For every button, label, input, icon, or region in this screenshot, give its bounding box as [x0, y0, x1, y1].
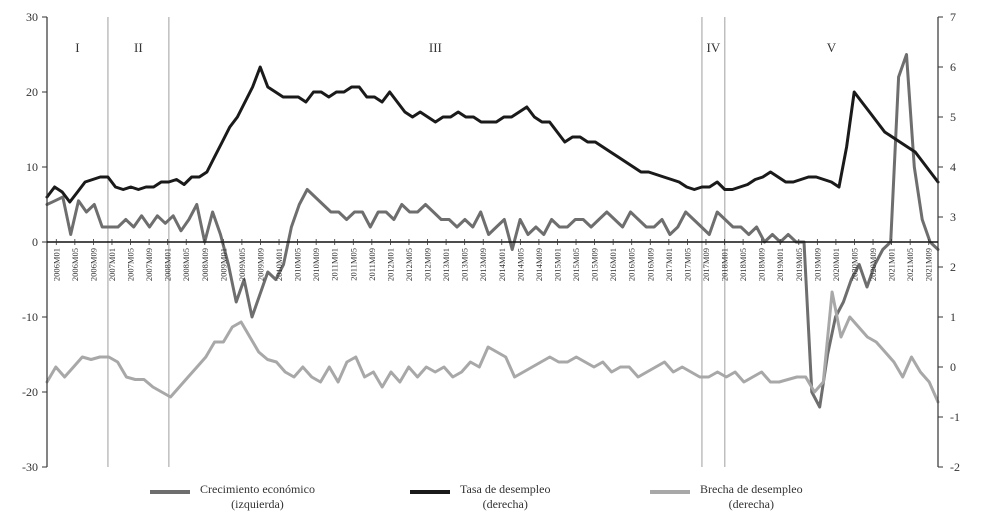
- y-right-tick-label: 7: [950, 10, 956, 24]
- legend-swatch-tasa: [410, 490, 450, 494]
- series-lines: [45, 53, 940, 409]
- x-tick-label: 2016M05: [627, 248, 637, 281]
- x-tick-label: 2017M05: [682, 248, 692, 281]
- legend-label-brecha: Brecha de desempleo: [700, 482, 803, 496]
- legend-sublabel-brecha: (derecha): [728, 497, 774, 511]
- y-left-tick-label: 10: [26, 160, 38, 174]
- y-right-tick-label: 0: [950, 360, 956, 374]
- x-tick-label: 2019M09: [812, 248, 822, 281]
- x-tick-label: 2013M05: [460, 248, 470, 281]
- legend-label-tasa: Tasa de desempleo: [460, 482, 551, 496]
- x-tick-label: 2007M05: [126, 248, 136, 281]
- x-tick-label: 2020M05: [849, 248, 859, 281]
- x-tick-label: 2006M05: [70, 248, 80, 281]
- x-tick-label: 2015M09: [590, 248, 600, 281]
- x-tick-label: 2021M05: [905, 248, 915, 281]
- period-label: IV: [706, 40, 720, 55]
- x-tick-label: 2009M01: [218, 248, 228, 281]
- x-tick-label: 2019M01: [775, 248, 785, 281]
- x-tick-label: 2020M01: [831, 248, 841, 281]
- x-tick-label: 2010M05: [293, 248, 303, 281]
- x-tick-label: 2018M09: [757, 248, 767, 281]
- y-right-tick-label: 2: [950, 260, 956, 274]
- x-tick-label: 2013M09: [478, 248, 488, 281]
- x-tick-label: 2008M09: [200, 248, 210, 281]
- y-right-tick-label: 5: [950, 110, 956, 124]
- x-tick-label: 2014M01: [497, 248, 507, 281]
- y-right-tick-label: -1: [950, 410, 960, 424]
- series-line-crecimiento: [45, 53, 940, 409]
- legend-label-crecimiento: Crecimiento económico: [200, 482, 315, 496]
- x-tick-label: 2009M09: [255, 248, 265, 281]
- y-left-tick-label: 0: [32, 235, 38, 249]
- x-tick-label: 2018M01: [720, 248, 730, 281]
- legend-sublabel-tasa: (derecha): [482, 497, 528, 511]
- period-label: III: [429, 40, 442, 55]
- legend-item-brecha: Brecha de desempleo (derecha): [650, 482, 803, 512]
- y-left-tick-label: -10: [22, 310, 38, 324]
- series-line-brecha: [45, 290, 940, 404]
- y-right-tick-label: 1: [950, 310, 956, 324]
- legend-item-tasa: Tasa de desempleo (derecha): [410, 482, 550, 512]
- x-tick-label: 2020M09: [868, 248, 878, 281]
- period-label: II: [134, 40, 143, 55]
- legend: Crecimiento económico (izquierda) Tasa d…: [150, 482, 950, 522]
- x-tick-label: 2011M09: [367, 248, 377, 281]
- x-tick-label: 2006M09: [88, 248, 98, 281]
- legend-swatch-brecha: [650, 490, 690, 494]
- legend-item-crecimiento: Crecimiento económico (izquierda): [150, 482, 315, 512]
- period-label: V: [827, 40, 837, 55]
- y-left-tick-label: 20: [26, 85, 38, 99]
- x-tick-label: 2010M01: [274, 248, 284, 281]
- y-right-tick-label: -2: [950, 460, 960, 474]
- y-right-tick-label: 3: [950, 210, 956, 224]
- x-tick-label: 2008M05: [181, 248, 191, 281]
- x-tick-label: 2012M09: [423, 248, 433, 281]
- x-tick-label: 2009M05: [237, 248, 247, 281]
- x-tick-label: 2017M01: [664, 248, 674, 281]
- x-tick-label: 2015M01: [552, 248, 562, 281]
- x-tick-label: 2007M01: [107, 248, 117, 281]
- x-tick-label: 2021M01: [887, 248, 897, 281]
- legend-sublabel-crecimiento: (izquierda): [231, 497, 284, 511]
- y-left-tick-label: -30: [22, 460, 38, 474]
- x-tick-label: 2007M09: [144, 248, 154, 281]
- x-tick-label: 2006M01: [51, 248, 61, 281]
- x-tick-label: 2011M01: [330, 248, 340, 281]
- x-tick-label: 2014M09: [534, 248, 544, 281]
- x-tick-label: 2012M05: [404, 248, 414, 281]
- y-left-tick-label: -20: [22, 385, 38, 399]
- x-tick-label: 2008M01: [163, 248, 173, 281]
- x-tick-label: 2021M09: [924, 248, 934, 281]
- x-tick-label: 2016M01: [608, 248, 618, 281]
- y-right-tick-label: 4: [950, 160, 956, 174]
- x-tick-label: 2018M05: [738, 248, 748, 281]
- x-tick-label: 2015M05: [571, 248, 581, 281]
- x-tick-label: 2013M01: [441, 248, 451, 281]
- y-left-tick-label: 30: [26, 10, 38, 24]
- x-tick-label: 2010M09: [311, 248, 321, 281]
- x-tick-label: 2017M09: [701, 248, 711, 281]
- x-tick-label: 2012M01: [385, 248, 395, 281]
- x-tick-label: 2016M09: [645, 248, 655, 281]
- legend-swatch-crecimiento: [150, 490, 190, 494]
- x-tick-label: 2014M05: [515, 248, 525, 281]
- x-tick-label: 2011M05: [348, 248, 358, 281]
- period-label: I: [75, 40, 79, 55]
- y-right-tick-label: 6: [950, 60, 956, 74]
- x-tick-label: 2019M05: [794, 248, 804, 281]
- series-line-tasa: [45, 65, 940, 204]
